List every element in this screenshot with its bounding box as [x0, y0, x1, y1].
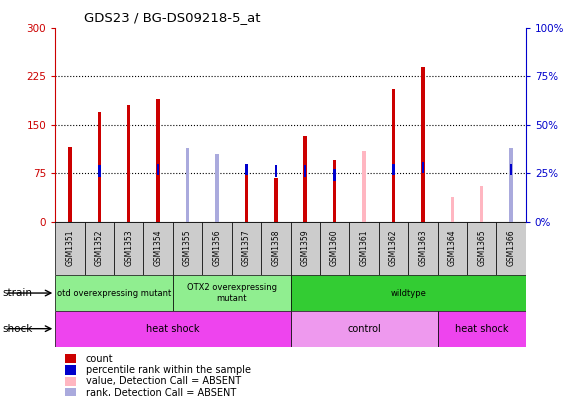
Text: GSM1352: GSM1352: [95, 230, 104, 266]
Text: shock: shock: [3, 324, 33, 334]
Bar: [363, 150, 366, 222]
FancyBboxPatch shape: [467, 222, 496, 275]
Bar: [186, 192, 189, 222]
Bar: [215, 196, 218, 222]
Bar: [215, 154, 218, 222]
Text: GSM1361: GSM1361: [360, 230, 368, 266]
Text: GSM1364: GSM1364: [448, 230, 457, 267]
Text: GSM1360: GSM1360: [330, 230, 339, 267]
Bar: [64, 354, 76, 363]
FancyBboxPatch shape: [144, 222, 173, 275]
Text: GDS23 / BG-DS09218-5_at: GDS23 / BG-DS09218-5_at: [84, 11, 261, 24]
Bar: [157, 164, 159, 175]
Bar: [186, 148, 189, 222]
FancyBboxPatch shape: [85, 222, 114, 275]
Text: GSM1355: GSM1355: [183, 230, 192, 267]
Text: OTX2 overexpressing
mutant: OTX2 overexpressing mutant: [187, 284, 277, 303]
Bar: [245, 165, 248, 222]
Text: count: count: [86, 354, 113, 364]
Text: rank, Detection Call = ABSENT: rank, Detection Call = ABSENT: [86, 388, 236, 396]
Bar: [392, 164, 394, 175]
Text: GSM1353: GSM1353: [124, 230, 133, 267]
Bar: [64, 366, 76, 375]
FancyBboxPatch shape: [173, 275, 290, 311]
Text: GSM1358: GSM1358: [271, 230, 280, 266]
Text: otd overexpressing mutant: otd overexpressing mutant: [57, 289, 171, 297]
Bar: [245, 164, 248, 175]
Text: strain: strain: [3, 288, 33, 298]
Bar: [98, 166, 101, 177]
FancyBboxPatch shape: [55, 311, 290, 346]
Text: GSM1354: GSM1354: [153, 230, 163, 267]
Bar: [274, 178, 278, 222]
Bar: [333, 169, 336, 181]
Text: heat shock: heat shock: [455, 324, 508, 334]
FancyBboxPatch shape: [173, 222, 202, 275]
FancyBboxPatch shape: [408, 222, 437, 275]
Bar: [450, 197, 454, 222]
FancyBboxPatch shape: [261, 222, 290, 275]
Text: heat shock: heat shock: [146, 324, 200, 334]
FancyBboxPatch shape: [290, 311, 437, 346]
Text: GSM1366: GSM1366: [507, 230, 515, 267]
Bar: [303, 136, 307, 222]
Text: GSM1363: GSM1363: [418, 230, 428, 267]
Bar: [421, 67, 425, 222]
FancyBboxPatch shape: [349, 222, 379, 275]
Text: wildtype: wildtype: [390, 289, 426, 297]
Bar: [275, 166, 277, 177]
FancyBboxPatch shape: [114, 222, 144, 275]
Bar: [127, 105, 131, 222]
FancyBboxPatch shape: [379, 222, 408, 275]
Text: GSM1357: GSM1357: [242, 230, 251, 267]
Bar: [422, 162, 424, 173]
FancyBboxPatch shape: [55, 275, 173, 311]
FancyBboxPatch shape: [55, 222, 85, 275]
Bar: [98, 112, 101, 222]
Bar: [510, 148, 513, 222]
FancyBboxPatch shape: [496, 222, 526, 275]
Text: control: control: [347, 324, 381, 334]
Bar: [156, 99, 160, 222]
Bar: [333, 160, 336, 222]
Bar: [64, 377, 76, 386]
Text: GSM1365: GSM1365: [477, 230, 486, 267]
Text: GSM1362: GSM1362: [389, 230, 398, 266]
Bar: [304, 166, 306, 177]
Text: value, Detection Call = ABSENT: value, Detection Call = ABSENT: [86, 377, 241, 386]
FancyBboxPatch shape: [320, 222, 349, 275]
Text: GSM1356: GSM1356: [213, 230, 221, 267]
Bar: [510, 164, 512, 175]
FancyBboxPatch shape: [437, 311, 526, 346]
FancyBboxPatch shape: [202, 222, 232, 275]
FancyBboxPatch shape: [290, 275, 526, 311]
Bar: [68, 147, 71, 222]
Text: percentile rank within the sample: percentile rank within the sample: [86, 365, 251, 375]
FancyBboxPatch shape: [232, 222, 261, 275]
Text: GSM1351: GSM1351: [66, 230, 74, 266]
Bar: [392, 89, 395, 222]
Bar: [64, 388, 76, 396]
Text: GSM1359: GSM1359: [301, 230, 310, 267]
Bar: [510, 187, 513, 222]
Bar: [480, 186, 483, 222]
FancyBboxPatch shape: [290, 222, 320, 275]
FancyBboxPatch shape: [437, 222, 467, 275]
